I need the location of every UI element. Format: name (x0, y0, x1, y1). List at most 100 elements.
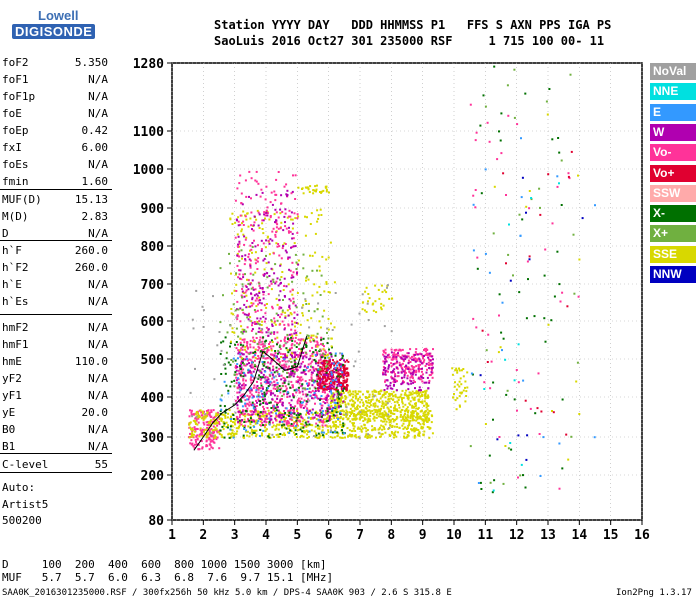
echo-point (328, 418, 331, 421)
echo-point (408, 422, 411, 425)
echo-point (234, 432, 237, 435)
echo-point (209, 422, 212, 425)
echo-point (349, 399, 352, 402)
echo-point (266, 349, 269, 352)
echo-point (319, 383, 322, 386)
echo-point (265, 254, 267, 257)
echo-point (357, 412, 360, 415)
echo-point (307, 382, 310, 385)
echo-point (194, 443, 196, 446)
echo-point (284, 360, 287, 363)
echo-point (416, 359, 419, 362)
echo-point (275, 178, 278, 181)
echo-point (403, 365, 406, 368)
echo-point (270, 191, 273, 194)
echo-point (577, 295, 580, 298)
echo-point (362, 401, 365, 404)
echo-point (402, 355, 405, 358)
echo-point (235, 364, 237, 367)
echo-point (318, 415, 321, 418)
echo-point (252, 370, 255, 373)
echo-point (325, 282, 328, 285)
echo-point (243, 373, 246, 376)
echo-point (295, 357, 298, 360)
echo-point (419, 395, 422, 398)
echo-point (383, 420, 386, 423)
echo-point (389, 415, 392, 418)
echo-point (363, 411, 366, 414)
echo-point (314, 411, 317, 414)
echo-point (209, 440, 212, 443)
echo-point (345, 375, 348, 378)
echo-point (522, 474, 524, 477)
echo-point (328, 364, 331, 367)
echo-point (194, 438, 197, 441)
echo-point (262, 259, 265, 262)
echo-point (326, 374, 329, 377)
echo-point (276, 383, 279, 386)
echo-point (281, 247, 284, 250)
echo-point (335, 388, 338, 391)
echo-point (415, 407, 418, 410)
echo-point (218, 422, 221, 424)
echo-point (260, 415, 263, 418)
echo-point (339, 384, 342, 386)
echo-point (312, 359, 315, 362)
echo-point (358, 405, 361, 408)
echo-point (334, 292, 337, 294)
echo-point (324, 373, 327, 376)
echo-point (286, 333, 289, 336)
echo-point (426, 376, 429, 379)
echo-point (321, 381, 324, 384)
echo-point (244, 420, 247, 423)
echo-point (386, 402, 389, 405)
echo-point (338, 393, 341, 396)
echo-point (566, 305, 569, 308)
echo-point (372, 302, 375, 305)
x-tick-label: 4 (262, 528, 270, 543)
echo-point (338, 381, 340, 384)
echo-point (292, 174, 294, 177)
echo-point (263, 211, 266, 214)
echo-point (371, 390, 374, 393)
echo-point (329, 407, 332, 410)
echo-point (413, 369, 415, 372)
echo-point (275, 366, 278, 369)
echo-point (288, 349, 291, 352)
echo-point (422, 357, 424, 359)
echo-point (241, 296, 243, 299)
echo-point (474, 189, 477, 191)
echo-point (410, 413, 413, 416)
echo-point (380, 306, 382, 309)
echo-point (310, 411, 313, 414)
echo-point (344, 360, 347, 363)
echo-point (341, 357, 344, 360)
echo-point (260, 384, 263, 387)
echo-point (403, 436, 406, 439)
echo-point (198, 414, 200, 417)
echo-point (304, 393, 307, 396)
echo-point (388, 421, 391, 424)
echo-point (238, 351, 241, 354)
echo-point (413, 410, 415, 413)
param-value: N/A (88, 107, 108, 120)
echo-point (283, 277, 286, 280)
echo-point (259, 428, 262, 431)
echo-point (191, 434, 194, 437)
echo-point (428, 436, 431, 439)
echo-point (304, 300, 307, 302)
echo-point (261, 368, 264, 371)
echo-point (310, 360, 313, 363)
echo-point (277, 216, 280, 219)
echo-point (521, 176, 524, 179)
echo-point (238, 372, 241, 375)
echo-point (411, 429, 414, 431)
echo-point (401, 398, 403, 401)
echo-point (480, 192, 483, 195)
echo-point (352, 396, 355, 399)
echo-point (323, 354, 326, 357)
echo-point (222, 294, 224, 297)
echo-point (367, 401, 370, 404)
echo-point (400, 393, 403, 396)
param-value: N/A (88, 338, 108, 351)
